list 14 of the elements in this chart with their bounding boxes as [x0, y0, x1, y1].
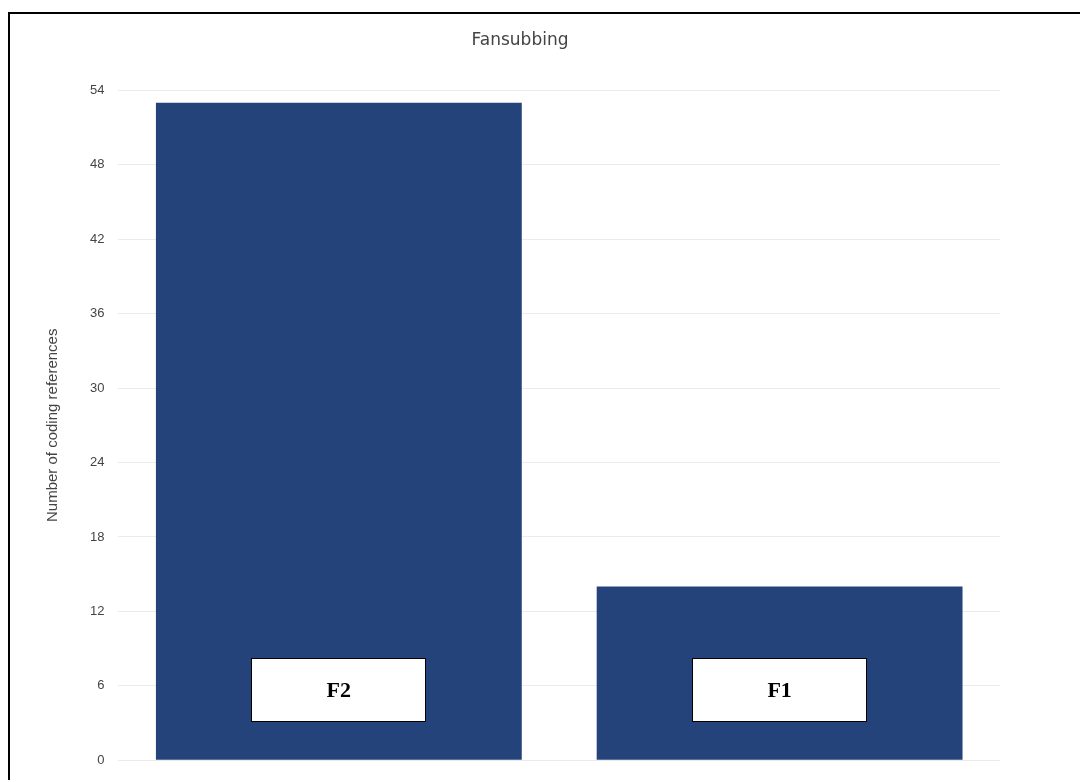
y-tick-label: 30	[89, 379, 105, 395]
y-tick-label: 54	[89, 81, 105, 97]
y-tick-label: 24	[89, 454, 105, 470]
y-tick-label: 0	[97, 751, 105, 767]
y-tick-label: 18	[89, 528, 105, 544]
label-box: F2	[251, 658, 427, 723]
y-tick-label: 12	[89, 602, 105, 618]
y-tick-label: 6	[97, 677, 105, 693]
chart-title: Fansubbing	[471, 28, 569, 49]
y-tick-label: 36	[89, 305, 105, 321]
label-box: F1	[692, 658, 868, 723]
y-tick-label: 48	[89, 156, 105, 172]
y-axis-title: Number of coding references	[43, 328, 61, 523]
y-tick-label: 42	[89, 230, 105, 246]
